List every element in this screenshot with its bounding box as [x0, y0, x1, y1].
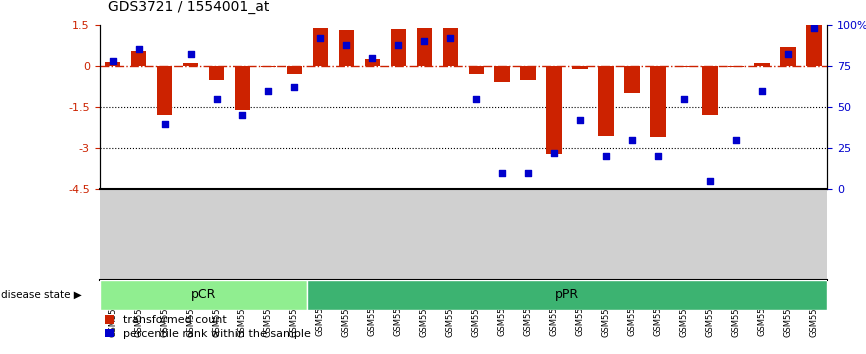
Bar [261, 66, 276, 67]
Text: pCR: pCR [191, 288, 216, 301]
Point [288, 85, 301, 90]
Bar [494, 66, 510, 82]
Bar [520, 66, 536, 80]
Bar [131, 51, 146, 66]
Bar [235, 66, 250, 110]
Point [262, 88, 275, 93]
Point [443, 35, 457, 41]
Point [677, 96, 691, 102]
Bar [391, 29, 406, 66]
Bar [209, 66, 224, 80]
Bar [365, 59, 380, 66]
Point [106, 58, 120, 64]
Bar [313, 28, 328, 66]
Point [729, 137, 743, 143]
Text: pPR: pPR [555, 288, 579, 301]
Bar [572, 66, 588, 69]
Point [236, 113, 249, 118]
Bar [105, 62, 120, 66]
Bar [624, 66, 640, 93]
Bar [469, 66, 484, 74]
Point [313, 35, 327, 41]
Point [184, 52, 197, 57]
Bar [546, 66, 562, 154]
Text: GDS3721 / 1554001_at: GDS3721 / 1554001_at [108, 0, 269, 14]
Point [573, 118, 587, 123]
Text: disease state ▶: disease state ▶ [1, 290, 81, 300]
Bar [307, 280, 827, 310]
Bar [780, 47, 796, 66]
Point [781, 52, 795, 57]
Bar [806, 25, 822, 66]
Bar [287, 66, 302, 74]
Point [339, 42, 353, 47]
Bar [754, 63, 770, 66]
Point [158, 121, 171, 126]
Point [807, 25, 821, 31]
Bar [100, 280, 307, 310]
Bar [598, 66, 614, 136]
Point [365, 55, 379, 61]
Bar [676, 66, 692, 67]
Point [210, 96, 223, 102]
Bar [183, 63, 198, 66]
Point [599, 154, 613, 159]
Point [495, 170, 509, 176]
Bar [650, 66, 666, 137]
Legend: transformed count, percentile rank within the sample: transformed count, percentile rank withi… [105, 315, 311, 339]
Point [521, 170, 535, 176]
Point [547, 150, 561, 156]
Point [469, 96, 483, 102]
Point [755, 88, 769, 93]
Bar [728, 66, 744, 67]
Point [132, 47, 145, 52]
Bar [417, 28, 432, 66]
Point [417, 38, 431, 44]
Bar [702, 66, 718, 115]
Point [703, 178, 717, 184]
Bar [443, 28, 458, 66]
Point [625, 137, 639, 143]
Point [651, 154, 665, 159]
Bar [339, 30, 354, 66]
Bar [157, 66, 172, 115]
Point [391, 42, 405, 47]
